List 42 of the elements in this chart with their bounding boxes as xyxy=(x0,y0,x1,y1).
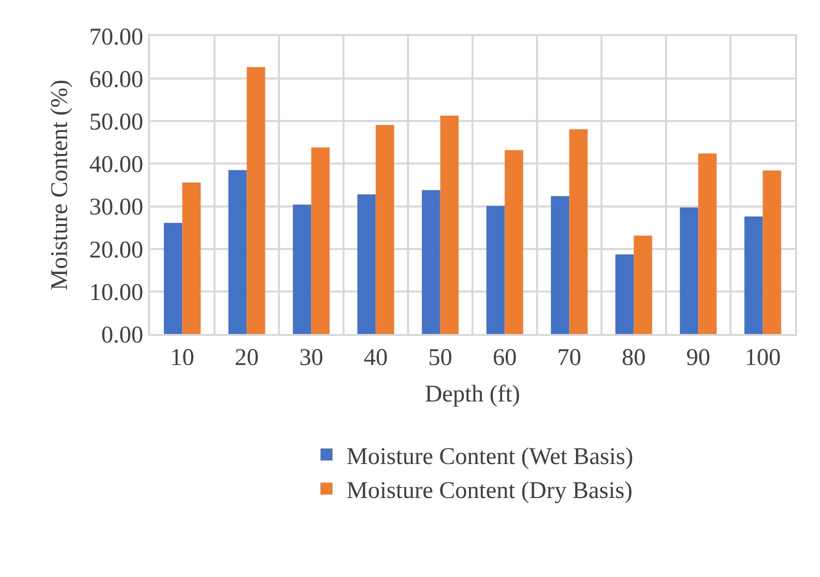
bar xyxy=(228,170,247,334)
bar xyxy=(634,236,652,334)
bar xyxy=(550,196,570,334)
x-tick-label: 80 xyxy=(622,344,646,371)
legend-label: Moisture Content (Dry Basis) xyxy=(346,478,632,504)
y-tick-label: 50.00 xyxy=(89,110,144,136)
y-tick-label: 60.00 xyxy=(89,66,144,93)
y-tick-label: 70.00 xyxy=(89,24,144,50)
y-tick-label: 30.00 xyxy=(89,194,144,221)
x-tick-label: 60 xyxy=(492,344,517,371)
y-tick-label: 10.00 xyxy=(89,280,144,306)
bar xyxy=(504,150,524,334)
bar xyxy=(376,124,394,334)
y-tick-label: 20.00 xyxy=(89,237,144,264)
bar xyxy=(744,216,763,334)
x-tick-label: 70 xyxy=(557,344,582,371)
legend-label: Moisture Content (Wet Basis) xyxy=(346,444,634,470)
x-axis-title: Depth (ft) xyxy=(424,382,520,408)
bar xyxy=(615,254,634,334)
bar xyxy=(698,154,717,334)
bar xyxy=(164,222,182,334)
bar xyxy=(440,116,459,334)
x-tick-label: 50 xyxy=(428,344,452,371)
x-tick-label: 40 xyxy=(364,344,388,371)
y-tick-label: 40.00 xyxy=(89,152,144,178)
bar xyxy=(422,190,440,334)
x-tick-label: 20 xyxy=(234,344,259,371)
bar xyxy=(357,194,376,334)
y-axis-title: Moisture Content (%) xyxy=(46,80,73,290)
x-tick-label: 90 xyxy=(686,344,710,371)
bar xyxy=(762,170,782,334)
bar xyxy=(311,148,330,334)
x-tick-label: 10 xyxy=(170,344,194,371)
bar xyxy=(246,67,266,334)
bar xyxy=(680,208,698,334)
y-tick-label: 0.00 xyxy=(101,322,144,348)
bar xyxy=(569,129,588,334)
bar xyxy=(292,204,312,334)
x-tick-label: 100 xyxy=(744,344,781,371)
bar xyxy=(486,206,505,334)
x-tick-label: 30 xyxy=(299,344,324,371)
bar xyxy=(182,182,201,334)
